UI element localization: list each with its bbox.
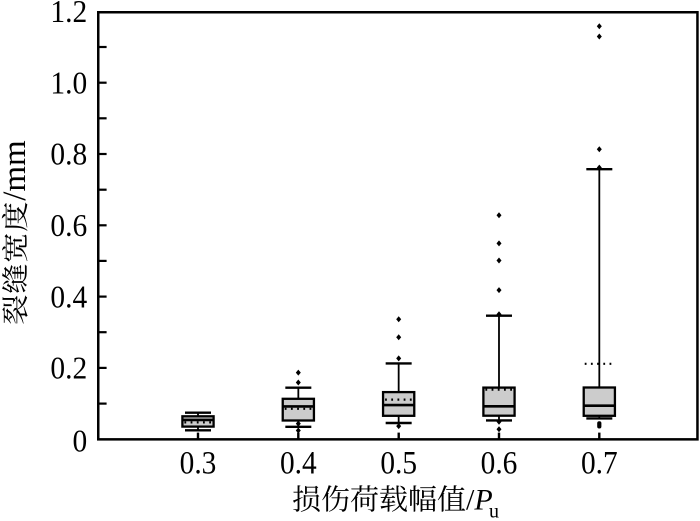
svg-text:1.0: 1.0: [50, 65, 87, 100]
svg-text:0.3: 0.3: [180, 444, 217, 481]
svg-text:0.2: 0.2: [50, 350, 87, 385]
svg-text:0.6: 0.6: [481, 444, 518, 481]
svg-text:0.7: 0.7: [581, 444, 618, 481]
svg-text:/mm: /mm: [0, 140, 33, 201]
svg-text:1.2: 1.2: [50, 0, 87, 29]
svg-text:0: 0: [72, 424, 87, 459]
svg-text:0.5: 0.5: [380, 444, 417, 481]
svg-text:/P: /P: [466, 484, 493, 517]
svg-text:0.6: 0.6: [50, 208, 87, 243]
svg-text:u: u: [489, 501, 499, 521]
svg-text:0.8: 0.8: [50, 137, 87, 172]
svg-text:0.4: 0.4: [280, 444, 317, 481]
svg-text:0.4: 0.4: [50, 279, 87, 314]
